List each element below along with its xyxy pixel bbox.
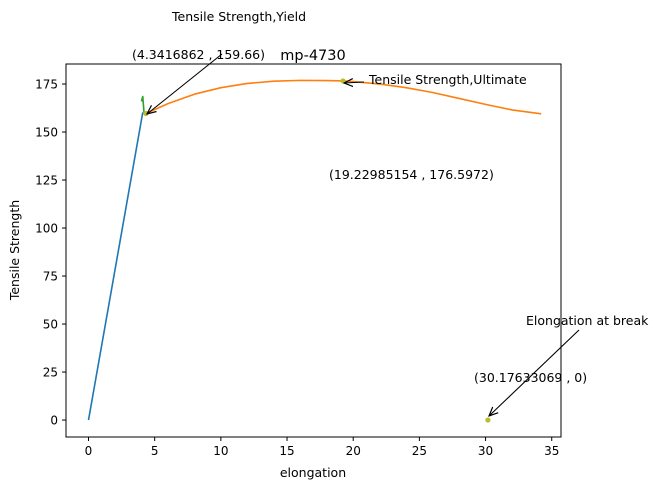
y-axis-label: Tensile Strength — [7, 200, 22, 301]
x-tick-label-1: 5 — [151, 444, 159, 458]
break-arrow — [489, 329, 580, 416]
x-tick-label-5: 25 — [412, 444, 427, 458]
ultimate-annotation-label: Tensile Strength,Ultimate — [368, 72, 527, 87]
break-annotation-coords: (30.17633069 , 0) — [474, 370, 587, 385]
x-axis-label: elongation — [280, 465, 346, 480]
x-tick-label-6: 30 — [478, 444, 493, 458]
y-tick-label-0: 0 — [50, 414, 58, 428]
ultimate-arrow — [344, 82, 365, 83]
yield-annotation-label: Tensile Strength,Yield — [171, 9, 306, 24]
x-tick-label-7: 35 — [544, 444, 559, 458]
x-tick-label-3: 15 — [279, 444, 294, 458]
x-tick-label-0: 0 — [85, 444, 93, 458]
y-tick-label-2: 50 — [43, 318, 58, 332]
y-tick-label-3: 75 — [43, 270, 58, 284]
y-tick-label-1: 25 — [43, 366, 58, 380]
plot-frame — [65, 63, 562, 438]
series-line-1 — [140, 95, 145, 114]
x-tick-label-4: 20 — [346, 444, 361, 458]
chart-title: mp-4730 — [280, 48, 345, 64]
yield-annotation-coords: (4.3416862 , 159.66) — [132, 47, 265, 62]
y-tick-label-6: 150 — [35, 126, 58, 140]
break-annotation-label: Elongation at break — [526, 313, 649, 328]
ultimate-annotation-coords: (19.22985154 , 176.5972) — [329, 167, 494, 182]
yield-arrow — [147, 53, 223, 114]
x-tick-label-2: 10 — [213, 444, 228, 458]
series-line-0 — [87, 112, 144, 421]
y-tick-label-5: 125 — [35, 174, 58, 188]
data-point-2 — [485, 417, 491, 423]
y-tick-label-4: 100 — [35, 222, 58, 236]
y-tick-label-7: 175 — [35, 78, 58, 92]
